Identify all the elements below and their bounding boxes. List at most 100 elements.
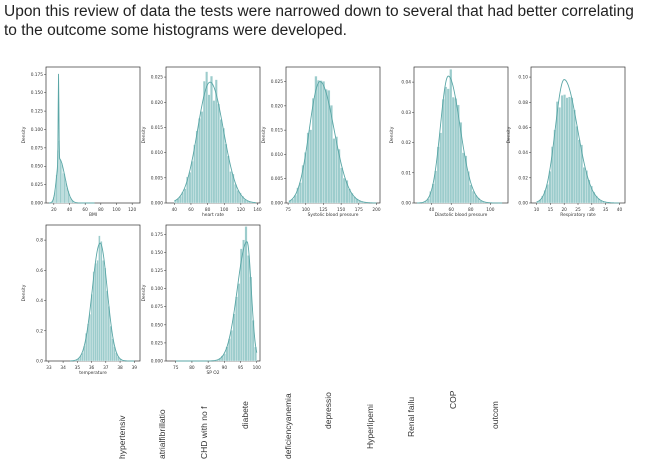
kde-line <box>175 241 258 362</box>
histogram-bar <box>212 100 216 204</box>
y-tick-label: 0.010 <box>271 152 284 158</box>
y-tick-label: 0.02 <box>518 175 528 181</box>
x-tick-label: 20 <box>51 207 57 213</box>
x-tick-label: 80 <box>189 365 195 371</box>
x-tick-label: 175 <box>355 207 363 213</box>
y-tick-label: 0.150 <box>151 250 164 256</box>
y-tick-label: 0.125 <box>151 268 164 274</box>
y-tick-label: 0.04 <box>518 150 528 156</box>
histogram-bar <box>451 96 455 204</box>
histogram-bar <box>232 313 236 362</box>
histogram-bar <box>59 159 62 204</box>
y-tick-label: 0.125 <box>31 109 44 115</box>
histogram-bar <box>90 294 93 362</box>
y-tick-label: 0.02 <box>401 140 411 146</box>
x-tick-label: 30 <box>589 207 595 213</box>
histogram-bar <box>568 96 571 204</box>
histogram-bar <box>244 226 248 362</box>
histogram-bar <box>98 235 101 362</box>
y-tick-label: 0.000 <box>151 201 164 207</box>
x-tick-label: 15 <box>548 207 554 213</box>
histogram-bmi: 20 40 60 80 100 120 0.000 0.025 0.050 0.075 0.100 0… <box>21 66 141 218</box>
column-label: hypertensiv <box>117 415 127 459</box>
histogram-bar <box>104 267 107 362</box>
histogram-systolic-bp: 75 100 125 150 175 200 0.000 0.005 0.010 0.015 0.0… <box>261 66 381 218</box>
histogram-bar <box>242 239 245 362</box>
histogram-bar <box>229 171 232 204</box>
y-tick-label: 0.025 <box>271 79 284 85</box>
histogram-bar <box>461 152 465 204</box>
y-tick-label: 0.150 <box>31 90 44 96</box>
histogram-bar <box>340 167 344 204</box>
x-tick-label: 75 <box>173 365 179 371</box>
histogram-bar <box>188 172 192 204</box>
x-tick-label: 40 <box>617 207 623 213</box>
x-tick-label: 150 <box>337 207 345 213</box>
y-tick-label: 0.020 <box>271 103 284 109</box>
histogram-bar <box>224 143 228 204</box>
x-axis-label: Diastolic blood pressure <box>435 212 488 218</box>
y-tick-label: 0.08 <box>518 100 528 106</box>
histogram-bar <box>236 190 240 204</box>
x-tick-label: 60 <box>188 207 194 213</box>
y-tick-label: 0.000 <box>31 201 44 207</box>
histogram-bar <box>439 132 443 204</box>
y-tick-label: 0.005 <box>151 175 164 181</box>
histogram-bar <box>446 88 450 204</box>
y-tick-label: 0.100 <box>151 286 164 292</box>
histogram-bar <box>575 126 579 204</box>
x-axis-label: heart rate <box>202 212 224 218</box>
y-tick-label: 0.025 <box>151 340 164 346</box>
histogram-bar <box>210 75 213 204</box>
column-labels-row: hypertensiv atrialfibrillatio CHD with n… <box>0 385 645 461</box>
intro-paragraph: Upon this review of data the tests were … <box>4 3 634 39</box>
histogram-bar <box>61 162 63 204</box>
y-tick-label: 0.01 <box>401 170 411 176</box>
y-tick-label: 0.025 <box>31 182 44 188</box>
x-tick-label: 80 <box>205 207 211 213</box>
x-tick-label: 140 <box>253 207 261 213</box>
histogram-bar <box>558 107 562 204</box>
histogram-bar <box>317 80 320 204</box>
kde-line <box>288 81 377 204</box>
x-tick-label: 37 <box>103 365 109 371</box>
histogram-bar <box>200 111 204 204</box>
x-tick-label: 200 <box>372 207 380 213</box>
histogram-bar <box>96 260 99 362</box>
y-tick-label: 0.4 <box>36 298 43 304</box>
histogram-bar <box>88 314 92 362</box>
histogram-bar <box>563 94 566 204</box>
x-tick-label: 80 <box>98 207 104 213</box>
y-tick-label: 0.010 <box>151 150 164 156</box>
x-tick-label: 125 <box>319 207 327 213</box>
x-tick-label: 90 <box>222 365 228 371</box>
y-axis-label: Density <box>261 126 267 143</box>
x-tick-label: 25 <box>575 207 581 213</box>
y-tick-label: 0.050 <box>31 164 44 170</box>
x-tick-label: 100 <box>486 207 494 213</box>
y-tick-label: 0.000 <box>151 359 164 365</box>
y-tick-label: 0.175 <box>31 72 44 78</box>
y-tick-label: 0.015 <box>151 125 164 131</box>
x-tick-label: 85 <box>205 365 211 371</box>
x-tick-label: 120 <box>128 207 136 213</box>
histogram-bar <box>444 86 448 204</box>
column-label: CHD with no f <box>199 406 209 459</box>
histogram-bar <box>222 127 225 204</box>
histogram-bar <box>247 255 250 362</box>
x-tick-label: 80 <box>468 207 474 213</box>
histogram-bar <box>230 330 234 362</box>
x-tick-label: 38 <box>117 365 123 371</box>
histogram-bar <box>217 103 221 204</box>
histogram-bar <box>332 138 336 204</box>
x-tick-label: 39 <box>132 365 138 371</box>
x-tick-label: 100 <box>220 207 228 213</box>
kde-line <box>416 75 503 204</box>
histogram-bar <box>205 71 209 204</box>
x-tick-label: 120 <box>237 207 245 213</box>
kde-line <box>49 73 95 204</box>
histogram-bar <box>109 325 112 362</box>
y-tick-label: 0.8 <box>36 238 43 244</box>
y-axis-label: Density <box>389 126 395 143</box>
x-tick-label: 34 <box>60 365 66 371</box>
